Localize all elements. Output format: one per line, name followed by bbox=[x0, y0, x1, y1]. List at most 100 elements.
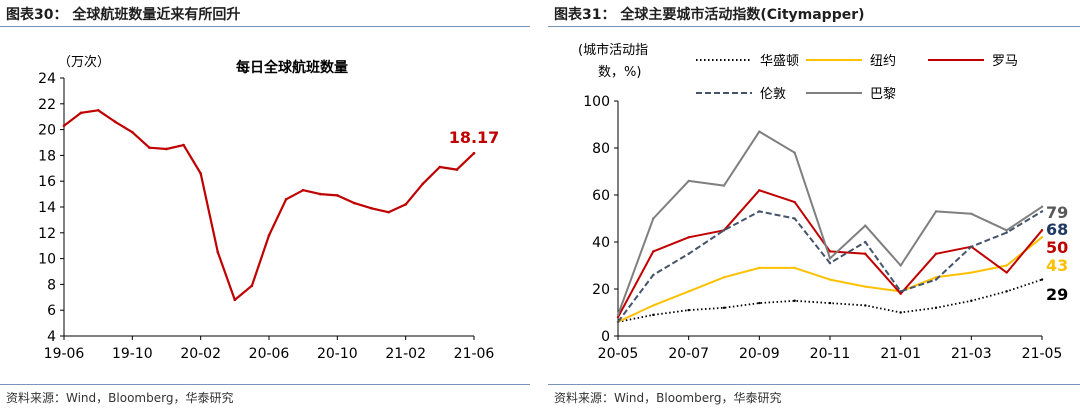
flights-data-point bbox=[233, 298, 237, 302]
series-line bbox=[617, 210, 1043, 323]
x-tick-label: 21-01 bbox=[880, 346, 921, 362]
series-data-point bbox=[899, 292, 902, 295]
source-text: 资料来源：Wind，Bloomberg，华泰研究 bbox=[554, 391, 782, 405]
series-data-point bbox=[828, 301, 832, 305]
flights-data-point bbox=[267, 234, 271, 237]
series-data-point bbox=[1040, 278, 1044, 281]
x-tick-label: 21-03 bbox=[951, 346, 992, 362]
series-data-point bbox=[687, 179, 690, 183]
series-data-point bbox=[970, 299, 973, 302]
series-data-point bbox=[934, 252, 938, 255]
flights-data-point bbox=[131, 130, 134, 134]
y-tick-label: 18 bbox=[38, 148, 56, 164]
x-tick-label: 19-06 bbox=[44, 346, 85, 362]
x-tick-label: 20-05 bbox=[598, 346, 639, 362]
series-line bbox=[617, 130, 1043, 316]
x-tick-label: 20-09 bbox=[739, 346, 780, 362]
flights-data-point bbox=[113, 120, 117, 124]
series-data-point bbox=[616, 313, 620, 317]
series-data-point bbox=[722, 184, 726, 187]
y-tick-label: 40 bbox=[592, 235, 610, 251]
flights-data-point bbox=[318, 192, 322, 196]
series-line bbox=[617, 278, 1043, 323]
series-data-point bbox=[652, 313, 655, 317]
flights-data-point bbox=[387, 210, 390, 214]
flights-data-point bbox=[284, 197, 288, 201]
series-data-point bbox=[899, 290, 902, 293]
end-value-label: 18.17 bbox=[449, 128, 500, 147]
flights-data-point bbox=[165, 147, 168, 151]
series-data-point bbox=[934, 306, 938, 309]
flights-data-point bbox=[336, 194, 339, 197]
figure-title: 图表30： 全球航班数量近来有所回升 bbox=[6, 7, 241, 23]
end-value-label: 50 bbox=[1046, 238, 1068, 257]
series-data-point bbox=[793, 151, 796, 154]
flights-data-point bbox=[96, 108, 100, 112]
series-data-point bbox=[934, 210, 938, 213]
series-data-point bbox=[687, 236, 690, 239]
x-tick-label: 21-05 bbox=[1022, 346, 1063, 362]
series-data-point bbox=[970, 271, 973, 274]
series-data-point bbox=[864, 304, 867, 307]
x-tick-label: 19-10 bbox=[112, 346, 153, 362]
flights-data-point bbox=[404, 203, 407, 206]
series-data-point bbox=[758, 189, 761, 192]
series-data-point bbox=[934, 278, 938, 281]
end-value-label: 68 bbox=[1046, 220, 1068, 239]
flights-data-point bbox=[182, 143, 185, 147]
y-tick-label: 6 bbox=[47, 303, 56, 319]
series-data-point bbox=[828, 261, 832, 265]
series-data-point bbox=[616, 320, 620, 324]
series-data-point bbox=[758, 266, 761, 270]
y-tick-label: 10 bbox=[38, 252, 56, 268]
end-value-label: 79 bbox=[1046, 203, 1068, 222]
y-tick-label: 22 bbox=[38, 97, 56, 113]
citymapper-chart: 0 20 40 60 80 100 20-05 20-07 20-09 20-11 21-01 21-… bbox=[578, 42, 1068, 362]
x-tick-label: 20-11 bbox=[810, 346, 851, 362]
citymapper-panel: 图表31： 全球主要城市活动指数(Citymapper) 0 20 40 60 80 10… bbox=[548, 0, 1080, 413]
series-data-point bbox=[652, 273, 655, 277]
x-tick-label: 21-06 bbox=[454, 346, 495, 362]
series-data-point bbox=[793, 200, 796, 204]
legend-label: 伦敦 bbox=[760, 86, 786, 102]
series-data-point bbox=[722, 276, 726, 279]
series-data-point bbox=[793, 217, 796, 220]
y-axis-label-line2: 数，%) bbox=[598, 65, 641, 80]
series-data-point bbox=[758, 301, 761, 305]
x-tick-label: 21-02 bbox=[385, 346, 426, 362]
flights-data-point bbox=[472, 151, 476, 155]
legend-label: 纽约 bbox=[870, 54, 896, 69]
series-data-point bbox=[687, 252, 690, 255]
flights-data-point bbox=[421, 182, 425, 186]
series-data-point bbox=[652, 250, 655, 253]
series-data-point bbox=[864, 240, 867, 244]
series-data-point bbox=[722, 229, 726, 232]
series-data-point bbox=[1040, 210, 1044, 213]
flights-chart: 4 6 8 10 12 14 16 18 20 22 24（万次） 19-06 19-10 20-02 20… bbox=[38, 54, 500, 362]
x-tick-label: 20-07 bbox=[668, 346, 709, 362]
y-tick-label: 16 bbox=[38, 174, 56, 190]
series-data-point bbox=[616, 316, 620, 319]
title-rule bbox=[548, 26, 1080, 27]
y-tick-label: 60 bbox=[592, 188, 610, 204]
series-data-point bbox=[899, 311, 902, 314]
series-data-point bbox=[1040, 229, 1044, 232]
flights-data-point bbox=[199, 172, 202, 175]
series-data-point bbox=[758, 210, 761, 213]
flights-data-point bbox=[353, 201, 356, 205]
series-data-point bbox=[687, 290, 690, 293]
chart-title: 每日全球航班数量 bbox=[236, 59, 348, 76]
legend-label: 罗马 bbox=[992, 54, 1018, 69]
y-tick-label: 80 bbox=[592, 141, 610, 157]
y-tick-label: 14 bbox=[38, 200, 56, 216]
series-data-point bbox=[864, 224, 867, 227]
series-data-point bbox=[864, 252, 867, 255]
source-text: 资料来源：Wind，Bloomberg，华泰研究 bbox=[6, 391, 234, 405]
series-data-point bbox=[899, 264, 902, 267]
flights-data-point bbox=[455, 168, 459, 171]
series-data-point bbox=[828, 278, 832, 281]
x-tick-label: 20-10 bbox=[317, 346, 358, 362]
x-tick-label: 20-06 bbox=[249, 346, 290, 362]
flights-data-point bbox=[216, 250, 220, 254]
end-value-label: 29 bbox=[1046, 285, 1068, 304]
